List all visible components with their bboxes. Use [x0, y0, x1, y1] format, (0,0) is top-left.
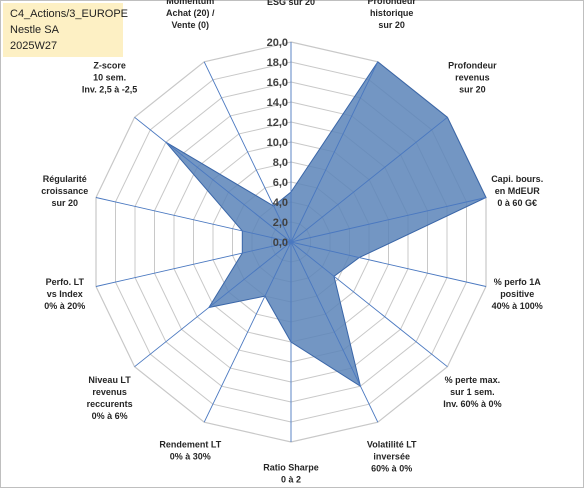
- axis-label: Régularité: [43, 174, 87, 184]
- axis-spoke: [290, 61, 379, 243]
- axis-label: Momentum: [166, 0, 214, 6]
- axis-spoke: [290, 116, 448, 243]
- radial-tick-label: 10,0: [267, 137, 288, 149]
- radial-tick-label: 20,0: [267, 37, 288, 49]
- axis-label: ESG sur 20: [267, 0, 315, 7]
- axis-label: % perte max.: [445, 375, 501, 385]
- radial-tick-label: 16,0: [267, 77, 288, 89]
- axis-label: reccurents: [87, 399, 133, 409]
- radar-spokes: [95, 42, 487, 442]
- axis-label: Profondeur: [448, 61, 497, 71]
- axis-label: Vente (0): [172, 20, 210, 30]
- axis-spoke: [290, 197, 487, 243]
- axis-spoke: [290, 241, 379, 423]
- radial-tick-label: 8,0: [273, 157, 288, 169]
- axis-spoke: [203, 61, 292, 243]
- axis-label: Rendement LT: [159, 439, 221, 449]
- axis-spoke: [134, 116, 292, 243]
- info-company: Nestle SA: [10, 24, 59, 36]
- axis-label: vs Index: [47, 289, 83, 299]
- axis-label: 40% à 100%: [492, 301, 543, 311]
- axis-label: historique: [370, 8, 414, 18]
- axis-label: 0 à 2: [281, 474, 301, 484]
- axis-label: sur 20: [52, 198, 79, 208]
- axis-label: Z-score: [93, 61, 126, 71]
- radial-tick-label: 2,0: [273, 217, 288, 229]
- axis-spoke: [290, 241, 487, 287]
- axis-label: Perfo. LT: [46, 277, 85, 287]
- axis-spoke: [134, 241, 292, 368]
- axis-label: 60% à 0%: [371, 463, 412, 473]
- axis-label: Achat (20) /: [166, 8, 215, 18]
- axis-label: 0 à 60 G€: [497, 198, 537, 208]
- axis-label: 0% à 20%: [44, 301, 85, 311]
- radial-tick-label: 12,0: [267, 117, 288, 129]
- axis-spoke: [95, 241, 292, 287]
- axis-label: % perfo 1A: [494, 277, 542, 287]
- axis-label: sur 1 sem.: [450, 387, 495, 397]
- axis-label: 0% à 6%: [92, 411, 128, 421]
- axis-label: Niveau LT: [88, 375, 131, 385]
- info-week: 2025W27: [10, 40, 58, 52]
- axis-spoke: [203, 241, 292, 423]
- axis-label: Volatilité LT: [367, 439, 417, 449]
- axis-label: Inv. 2,5 à -2,5: [82, 85, 137, 95]
- axis-label: Profondeur: [367, 0, 416, 6]
- axis-spoke: [290, 241, 448, 368]
- axis-label: Capi. bours.: [491, 174, 543, 184]
- axis-label: Inv. 60% à 0%: [443, 399, 501, 409]
- axis-label: 10 sem.: [93, 73, 126, 83]
- axis-label: revenus: [92, 387, 127, 397]
- axis-label: en MdEUR: [495, 186, 541, 196]
- axis-label: inversée: [373, 451, 410, 461]
- chart-info-box: C4_Actions/3_EUROPE Nestle SA 2025W27: [3, 3, 128, 57]
- radar-tick-labels: 0,0 2,0 4,0 6,0 8,0 10,0 12,0 14,0 16,0 18,0 20,0: [267, 37, 288, 249]
- radial-tick-label: 6,0: [273, 177, 288, 189]
- radial-tick-label: 14,0: [267, 97, 288, 109]
- axis-label: sur 20: [459, 85, 486, 95]
- axis-label: Ratio Sharpe: [263, 462, 319, 472]
- radial-tick-label: 4,0: [273, 197, 288, 209]
- axis-label: sur 20: [378, 20, 405, 30]
- axis-spoke: [95, 197, 292, 243]
- axis-label: positive: [500, 289, 534, 299]
- axis-label: croissance: [41, 186, 88, 196]
- axis-label: revenus: [455, 73, 490, 83]
- radial-tick-label: 18,0: [267, 57, 288, 69]
- radial-tick-label: 0,0: [273, 237, 288, 249]
- info-category: C4_Actions/3_EUROPE: [10, 8, 128, 20]
- axis-label: 0% à 30%: [170, 451, 211, 461]
